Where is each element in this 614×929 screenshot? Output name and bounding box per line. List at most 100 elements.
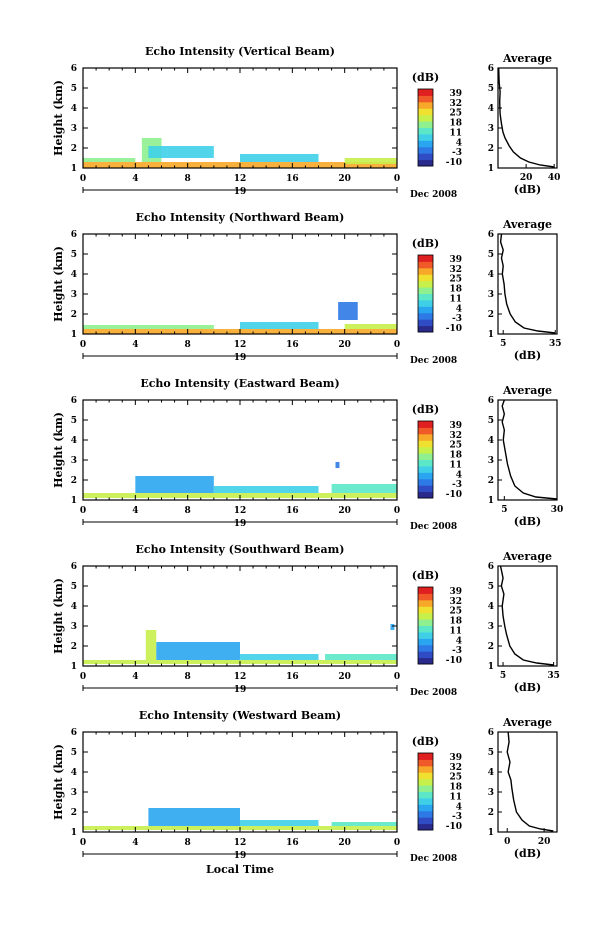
y-tick-label: 5	[71, 84, 77, 94]
x-tick-label: 8	[185, 838, 191, 848]
panel-4: Echo Intensity (Westward Beam)0 4 8 12 16 20 0…	[52, 709, 558, 864]
colorbar-segment	[418, 478, 433, 486]
average-frame	[497, 399, 558, 501]
echo-region	[338, 302, 358, 320]
x-tick-label: 16	[286, 672, 299, 682]
colorbar-segment	[418, 255, 433, 262]
plot-frame	[82, 67, 398, 169]
colorbar-tick-label: 25	[449, 773, 462, 783]
date-label: Dec 2008	[410, 190, 457, 200]
echo-region	[83, 158, 136, 162]
x-tick-label: 8	[185, 174, 191, 184]
colorbar-tick-label: -3	[452, 148, 462, 158]
colorbar-tick-label: -10	[446, 822, 462, 832]
echo-region	[83, 325, 214, 329]
y-tick-label: 2	[71, 642, 77, 652]
colorbar-segment	[418, 287, 433, 294]
x-tick-label: 0	[394, 506, 400, 516]
colorbar-segment	[418, 651, 433, 659]
colorbar-segment	[418, 153, 433, 161]
x-tick-label: 20	[338, 340, 351, 350]
echo-region	[135, 476, 214, 493]
echo-region	[344, 158, 397, 164]
colorbar-tick-label: 18	[449, 285, 462, 295]
y-tick-label: 4	[71, 436, 77, 446]
colorbar-segment	[418, 440, 433, 448]
colorbar-tick-label: 32	[449, 99, 462, 109]
colorbar-tick-label: 11	[449, 294, 462, 304]
y-tick-label: 2	[71, 144, 77, 154]
panel-title: Echo Intensity (Vertical Beam)	[145, 45, 335, 58]
colorbar-segment	[418, 133, 433, 141]
colorbar-segment	[418, 772, 433, 780]
day-label: 19	[234, 187, 247, 197]
colorbar-tick-label: -10	[446, 656, 462, 666]
average-x-tick-label: 5	[500, 671, 506, 681]
colorbar-frame	[417, 88, 434, 167]
y-tick-label: 1	[71, 662, 77, 672]
colorbar-tick-label: -10	[446, 324, 462, 334]
panel-title: Echo Intensity (Eastward Beam)	[140, 377, 339, 390]
date-label: Dec 2008	[410, 688, 457, 698]
x-tick-label: 20	[338, 838, 351, 848]
x-tick-label: 8	[185, 506, 191, 516]
y-axis-label: Height (km)	[52, 744, 65, 820]
colorbar-tick-label: 32	[449, 597, 462, 607]
colorbar-segment	[418, 261, 433, 269]
echo-region	[335, 462, 340, 468]
colorbar-unit: (dB)	[412, 735, 439, 748]
average-y-tick-label: 5	[488, 582, 494, 592]
colorbar-segment	[418, 759, 433, 767]
colorbar-tick-label: 11	[449, 128, 462, 138]
average-title: Average	[502, 218, 552, 231]
colorbar-tick-label: 4	[456, 138, 462, 148]
average-y-tick-label: 1	[488, 662, 494, 672]
average-profile-line	[499, 233, 556, 334]
average-y-tick-label: 4	[488, 602, 494, 612]
colorbar-segment	[418, 644, 433, 652]
x-axis-label: Local Time	[206, 863, 274, 876]
average-y-tick-label: 6	[488, 728, 494, 738]
x-tick-label: 0	[394, 672, 400, 682]
y-tick-label: 2	[71, 808, 77, 818]
colorbar-segment	[418, 306, 433, 314]
average-profile-line	[501, 399, 558, 500]
echo-region	[331, 822, 397, 826]
colorbar-tick-label: 39	[449, 255, 462, 265]
average-title: Average	[502, 52, 552, 65]
x-tick-label: 16	[286, 506, 299, 516]
x-tick-label: 20	[338, 506, 351, 516]
colorbar-segment	[418, 631, 433, 639]
colorbar-tick-label: 39	[449, 421, 462, 431]
x-tick-label: 4	[132, 506, 138, 516]
colorbar-unit: (dB)	[412, 403, 439, 416]
colorbar-tick-label: 39	[449, 89, 462, 99]
colorbar-segment	[418, 89, 433, 96]
panel-title: Echo Intensity (Southward Beam)	[136, 543, 345, 556]
average-y-tick-label: 3	[488, 124, 494, 134]
y-axis-label: Height (km)	[52, 80, 65, 156]
y-tick-label: 3	[71, 622, 77, 632]
x-tick-label: 12	[234, 838, 247, 848]
colorbar-unit: (dB)	[412, 569, 439, 582]
colorbar-unit: (dB)	[412, 237, 439, 250]
y-tick-label: 1	[71, 828, 77, 838]
colorbar-tick-label: 32	[449, 763, 462, 773]
colorbar-tick-label: 11	[449, 792, 462, 802]
average-x-tick-label: 20	[538, 837, 551, 847]
average-y-tick-label: 3	[488, 456, 494, 466]
y-tick-label: 6	[71, 562, 77, 572]
panel-3: Echo Intensity (Southward Beam)0 4 8 12 16 20…	[52, 543, 560, 698]
echo-region	[240, 154, 319, 162]
x-tick-label: 16	[286, 838, 299, 848]
average-title: Average	[502, 384, 552, 397]
y-tick-label: 5	[71, 748, 77, 758]
colorbar-tick-label: 18	[449, 617, 462, 627]
average-y-tick-label: 1	[488, 496, 494, 506]
y-axis-label: Height (km)	[52, 578, 65, 654]
echo-region	[240, 654, 319, 660]
colorbar-segment	[418, 319, 433, 327]
day-label: 19	[234, 851, 247, 861]
x-tick-label: 0	[80, 672, 86, 682]
echo-region	[240, 322, 319, 329]
